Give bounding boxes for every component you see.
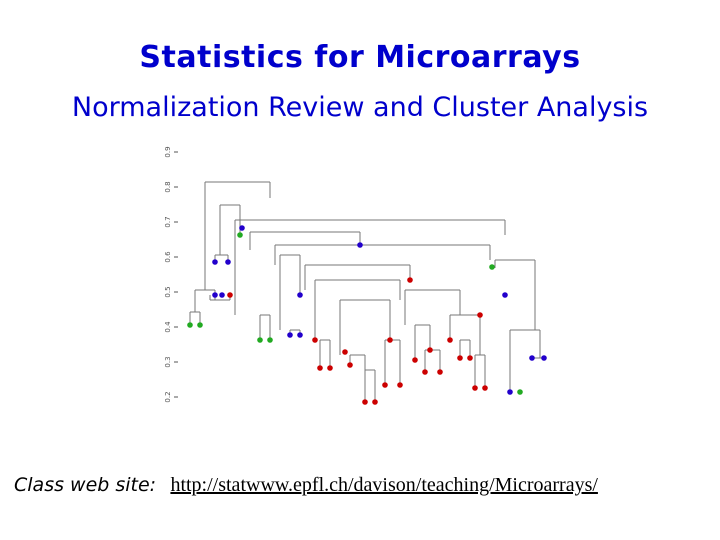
leaf-marker-green [489,264,495,270]
leaf-marker-blue [287,332,293,338]
leaf-marker-red [467,355,473,361]
axis-tick-label: 0.6 [164,251,172,263]
leaf-marker-red [347,362,353,368]
leaf-marker-red [342,349,348,355]
axis-tick-label: 0.9 [164,146,172,157]
leaf-marker-red [447,337,453,343]
leaf-marker-red [382,382,388,388]
slide-title: Statistics for Microarrays [139,40,581,75]
leaf-marker-red [422,369,428,375]
leaf-marker-blue [541,355,547,361]
dendrogram-branches [189,181,544,402]
dendrogram-figure: 0.9 0.8 0.7 0.6 0.5 0.4 0.3 0.2 [164,146,547,405]
leaf-marker-red [412,357,418,363]
leaf-marker-red [312,337,318,343]
leaf-marker-blue [212,292,218,298]
dendrogram-axis: 0.9 0.8 0.7 0.6 0.5 0.4 0.3 0.2 [164,146,178,403]
leaf-marker-blue [297,292,303,298]
class-website-link[interactable]: http://statwww.epfl.ch/davison/teaching/… [170,474,598,496]
leaf-marker-green [517,389,523,395]
leaf-marker-blue [219,292,225,298]
axis-tick-label: 0.8 [164,181,172,192]
leaf-marker-blue [529,355,535,361]
leaf-marker-blue [502,292,508,298]
leaf-marker-red [397,382,403,388]
leaf-marker-red [477,312,483,318]
leaf-marker-green [187,322,193,328]
leaf-marker-green [257,337,263,343]
leaf-marker-blue [239,225,245,231]
axis-tick-label: 0.7 [164,216,172,227]
footer: Class web site: http://statwww.epfl.ch/d… [14,472,598,497]
leaf-marker-red [317,365,323,371]
leaf-marker-red [327,365,333,371]
leaf-marker-red [387,337,393,343]
leaf-marker-red [457,355,463,361]
dendrogram-leaves [187,225,547,405]
leaf-marker-red [437,369,443,375]
leaf-marker-red [372,399,378,405]
leaf-marker-blue [297,332,303,338]
leaf-marker-blue [357,242,363,248]
axis-tick-label: 0.4 [164,321,172,333]
slide-subtitle: Normalization Review and Cluster Analysi… [71,92,649,123]
leaf-marker-red [427,347,433,353]
leaf-marker-green [267,337,273,343]
class-website-label: Class web site: [14,474,157,496]
axis-tick-label: 0.3 [164,356,172,367]
axis-tick-label: 0.5 [164,286,172,297]
leaf-marker-blue [225,259,231,265]
leaf-marker-red [407,277,413,283]
leaf-marker-green [237,232,243,238]
leaf-marker-red [482,385,488,391]
leaf-marker-blue [507,389,513,395]
leaf-marker-green [197,322,203,328]
axis-tick-label: 0.2 [164,391,172,402]
leaf-marker-red [227,292,233,298]
leaf-marker-red [362,399,368,405]
leaf-marker-blue [212,259,218,265]
leaf-marker-red [472,385,478,391]
